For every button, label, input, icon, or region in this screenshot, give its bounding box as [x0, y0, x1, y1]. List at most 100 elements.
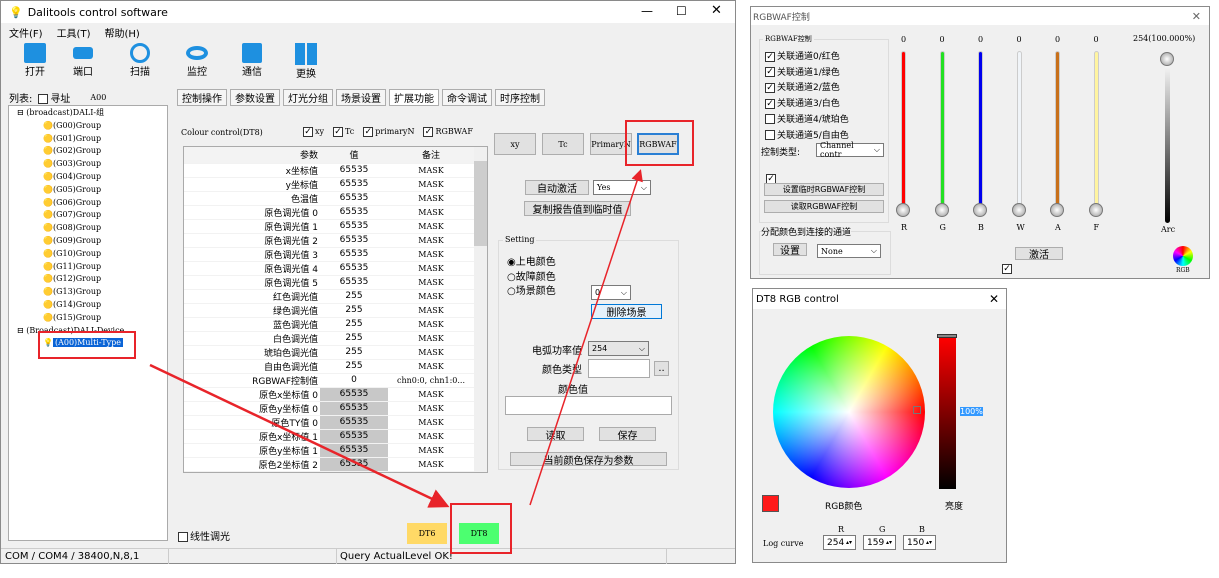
xy-checkbox[interactable]: ✓ xy: [303, 127, 325, 137]
tree-group[interactable]: 🟡(G09)Group: [43, 235, 102, 245]
tree-group[interactable]: 🟡(G05)Group: [43, 184, 102, 194]
col-value[interactable]: 值: [320, 147, 388, 164]
channel-slider-knob[interactable]: [1011, 203, 1026, 217]
tree-group[interactable]: 🟡(G02)Group: [43, 146, 102, 156]
arc-power-select[interactable]: 254 ⌵: [588, 341, 649, 356]
tree-group[interactable]: 🟡(G08)Group: [43, 223, 102, 233]
table-row[interactable]: 白色调光值 255 MASK: [184, 331, 474, 346]
channel-checkbox[interactable]: 关联通道5/自由色: [765, 129, 849, 145]
tab-commands[interactable]: 命令调试: [442, 89, 492, 106]
rgbwaf-checkbox[interactable]: ✓ RGBWAF: [423, 127, 473, 137]
port-button[interactable]: 端口: [69, 43, 97, 78]
comm-button[interactable]: 通信: [238, 43, 266, 78]
color-picker-marker[interactable]: [913, 406, 921, 414]
tree-group[interactable]: 🟡(G14)Group: [43, 299, 102, 309]
channel-slider-knob[interactable]: [934, 203, 949, 217]
table-scrollbar[interactable]: [474, 147, 487, 472]
tree-broadcast-device[interactable]: ⊟ (Broadcast)DALI-Device: [17, 325, 125, 335]
menu-help[interactable]: 帮助(H): [104, 29, 140, 40]
table-row[interactable]: 红色调光值 255 MASK: [184, 289, 474, 304]
col-remark[interactable]: 备注: [388, 147, 474, 164]
save-button[interactable]: 保存: [599, 427, 656, 442]
activate-button[interactable]: 激活: [1015, 247, 1063, 261]
channel-checkbox[interactable]: 关联通道4/琥珀色: [765, 113, 849, 129]
address-checkbox[interactable]: 寻址: [38, 90, 70, 105]
replace-button[interactable]: 更换: [292, 43, 320, 80]
color-type-field[interactable]: [588, 359, 650, 378]
rgbwaf-button[interactable]: RGBWAF: [637, 133, 679, 155]
tree-broadcast-group[interactable]: ⊟ (broadcast)DALI-组: [17, 108, 105, 117]
arc-slider-track[interactable]: [1165, 59, 1170, 223]
rgb-wheel-icon[interactable]: [1173, 246, 1193, 266]
tree-group[interactable]: 🟡(G11)Group: [43, 261, 102, 271]
menu-file[interactable]: 文件(F): [9, 29, 43, 40]
tc-button[interactable]: Tc: [542, 133, 584, 155]
tab-scenes[interactable]: 场景设置: [336, 89, 386, 106]
menu-tools[interactable]: 工具(T): [56, 29, 91, 40]
channel-checkbox[interactable]: ✓ 关联通道0/红色: [765, 51, 840, 62]
tree-group[interactable]: 🟡(G10)Group: [43, 248, 102, 258]
delete-scene-button[interactable]: 删除场景: [591, 304, 662, 319]
auto-activate-button[interactable]: 自动激活: [525, 180, 589, 195]
table-row[interactable]: RGBWAF控制值 0 chn0:0, chn1:0...: [184, 373, 474, 388]
table-row[interactable]: 色温值 65535 MASK: [184, 191, 474, 206]
channel-slider-knob[interactable]: [1050, 203, 1064, 217]
table-row[interactable]: 原色调光值 2 65535 MASK: [184, 233, 474, 248]
table-row[interactable]: y坐标值 65535 MASK: [184, 177, 474, 192]
brightness-slider-handle[interactable]: [937, 334, 957, 338]
table-row[interactable]: 原色调光值 3 65535 MASK: [184, 247, 474, 262]
col-param[interactable]: 参数: [184, 147, 320, 164]
failure-color-radio[interactable]: ○故障颜色: [507, 271, 556, 283]
primaryn-checkbox[interactable]: ✓ primaryN: [363, 127, 415, 137]
table-row[interactable]: 绿色调光值 255 MASK: [184, 303, 474, 318]
color-value-field[interactable]: [505, 396, 672, 415]
copy-report-button[interactable]: 复制报告值到临时值: [524, 201, 631, 216]
dt6-button[interactable]: DT6: [407, 523, 447, 544]
channel-checkbox[interactable]: ✓ 关联通道2/蓝色: [765, 82, 840, 94]
table-row[interactable]: 原色调光值 5 65535 MASK: [184, 275, 474, 290]
tree-group[interactable]: 🟡(G00)Group: [43, 120, 102, 130]
minimize-button[interactable]: —: [641, 4, 653, 18]
linear-dimming-checkbox[interactable]: 线性调光: [178, 528, 230, 543]
tree-group[interactable]: 🟡(G13)Group: [43, 287, 102, 297]
tab-timing[interactable]: 时序控制: [495, 89, 545, 106]
table-row[interactable]: 原色x坐标值 1 65535 MASK: [184, 429, 474, 444]
channel-slider-knob[interactable]: [1088, 203, 1103, 217]
power-on-color-radio[interactable]: ◉上电颜色: [507, 257, 556, 268]
assign-select[interactable]: None ⌵: [817, 244, 881, 258]
tc-checkbox[interactable]: ✓ Tc: [333, 127, 355, 137]
table-row[interactable]: 原色调光值 4 65535 MASK: [184, 261, 474, 276]
table-row[interactable]: 原色y坐标值 0 65535 MASK: [184, 401, 474, 416]
primaryn-button[interactable]: PrimaryN: [590, 133, 632, 155]
tree-group[interactable]: 🟡(G01)Group: [43, 133, 102, 143]
channel-checkbox[interactable]: ✓ 关联通道3/白色: [765, 98, 840, 110]
control-type-select[interactable]: Channel contr ⌵: [816, 141, 884, 159]
tab-control[interactable]: 控制操作: [177, 89, 227, 106]
table-row[interactable]: 原色2坐标值 2 65535 MASK: [184, 457, 474, 472]
b-spinner[interactable]: 150 ▴▾: [903, 535, 936, 550]
close-icon[interactable]: ✕: [1191, 9, 1201, 23]
open-button[interactable]: 打开: [21, 43, 49, 78]
tab-extended[interactable]: 扩展功能: [389, 89, 439, 106]
table-row[interactable]: 原色y坐标值 1 65535 MASK: [184, 443, 474, 458]
scan-button[interactable]: 扫描: [126, 43, 154, 78]
channel-slider-knob[interactable]: [896, 203, 910, 217]
brightness-slider[interactable]: [939, 337, 956, 489]
table-row[interactable]: 原色调光值 1 65535 MASK: [184, 219, 474, 234]
r-spinner[interactable]: 254 ▴▾: [823, 535, 856, 550]
table-row[interactable]: 琥珀色调光值 255 MASK: [184, 345, 474, 360]
tab-params[interactable]: 参数设置: [230, 89, 280, 106]
table-row[interactable]: 蓝色调光值 255 MASK: [184, 317, 474, 332]
set-button[interactable]: 设置: [773, 243, 807, 257]
monitor-button[interactable]: 监控: [183, 43, 211, 78]
read-rgbwaf-button[interactable]: 读取RGBWAF控制: [764, 200, 884, 213]
dt8-button[interactable]: DT8: [459, 523, 499, 544]
tree-device-a00[interactable]: 💡 (A00)Multi-Type: [43, 338, 123, 348]
channel-slider-knob[interactable]: [973, 203, 987, 217]
set-temp-rgbwaf-button[interactable]: 设置临时RGBWAF控制: [764, 183, 884, 196]
close-icon[interactable]: ✕: [988, 292, 999, 306]
tree-group[interactable]: 🟡(G07)Group: [43, 210, 102, 220]
table-row[interactable]: x坐标值 65535 MASK: [184, 163, 474, 178]
activate-checkbox[interactable]: ✓: [1002, 264, 1012, 274]
